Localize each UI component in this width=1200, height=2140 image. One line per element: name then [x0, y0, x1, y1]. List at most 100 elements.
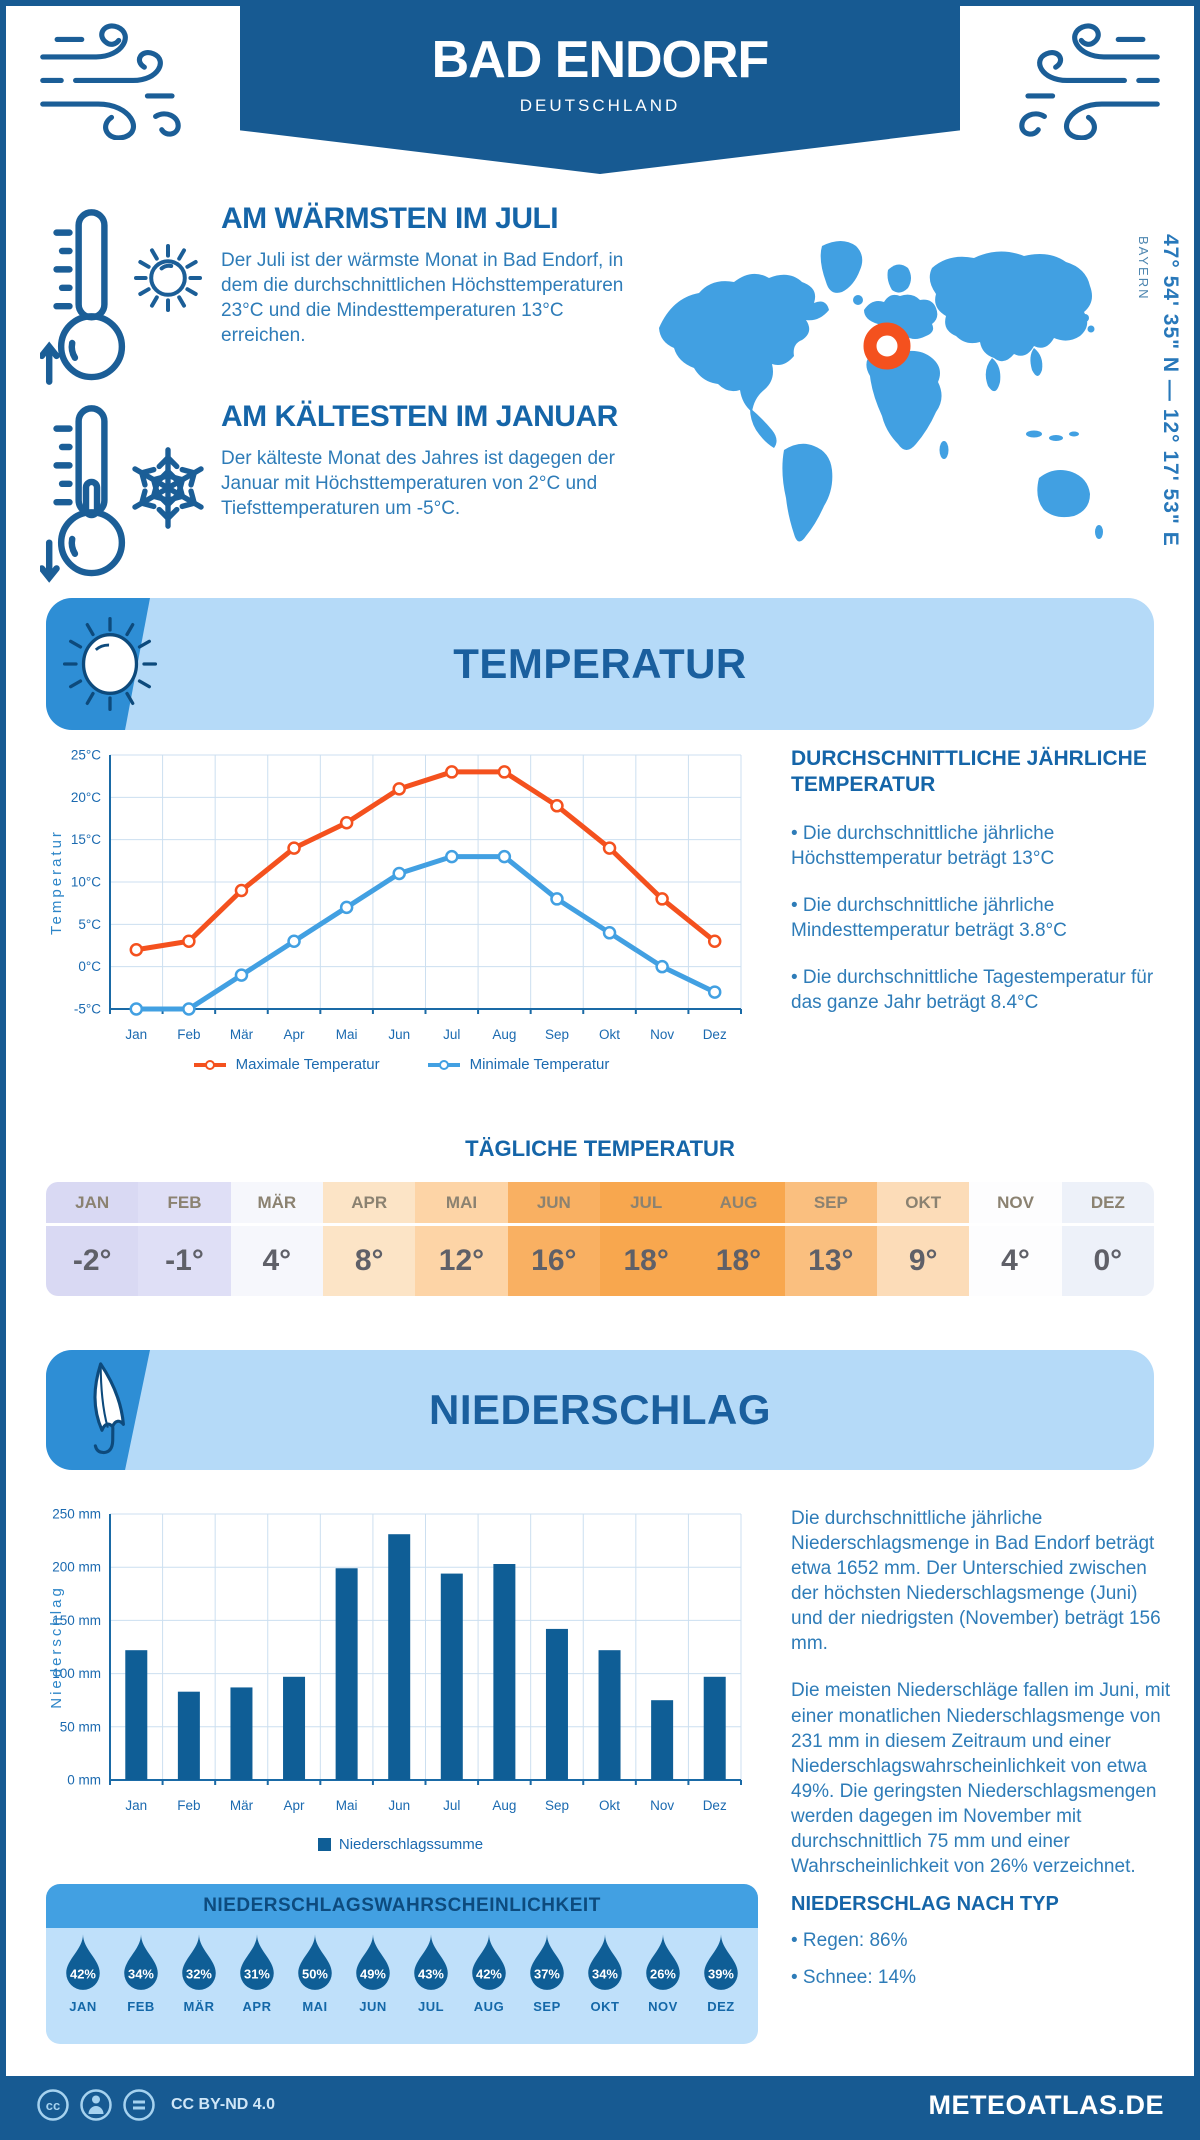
- daily-temp-value: 18°: [600, 1226, 693, 1296]
- svg-text:42%: 42%: [70, 1966, 96, 1981]
- svg-text:Nov: Nov: [650, 1027, 674, 1042]
- svg-text:Feb: Feb: [177, 1027, 200, 1042]
- daily-temp-value: 8°: [323, 1226, 416, 1296]
- water-drop-icon: 26%: [646, 1934, 680, 1990]
- svg-text:25°C: 25°C: [71, 748, 101, 763]
- water-drop-icon: 42%: [66, 1934, 100, 1990]
- precipitation-banner: NIEDERSCHLAG: [46, 1350, 1154, 1470]
- temperature-banner-title: TEMPERATUR: [453, 640, 747, 687]
- daily-temp-value: 13°: [784, 1226, 877, 1296]
- svg-text:100 mm: 100 mm: [52, 1666, 101, 1681]
- probability-item: 49% JUN: [347, 1932, 399, 2014]
- sun-icon: [134, 244, 202, 312]
- daily-month-label: OKT: [877, 1182, 970, 1226]
- temperature-bullet: • Die durchschnittliche jährliche Höchst…: [791, 822, 1055, 869]
- coordinates-label: 47° 54' 35" N — 12° 17' 53" E: [1159, 234, 1182, 547]
- water-drop-icon: 32%: [182, 1934, 216, 1990]
- coldest-text: Der kälteste Monat des Jahres ist dagege…: [221, 448, 615, 520]
- svg-text:5°C: 5°C: [78, 917, 101, 932]
- daily-month-label: DEZ: [1061, 1182, 1154, 1226]
- probability-item: 50% MAI: [289, 1932, 341, 2014]
- sun-icon: [62, 616, 158, 712]
- daily-temp-value: -1°: [138, 1226, 231, 1296]
- license-label: CC BY-ND 4.0: [171, 2096, 276, 2113]
- site-label: METEOATLAS.DE: [928, 2089, 1164, 2120]
- daily-month-label: SEP: [784, 1182, 877, 1226]
- temperature-bullet: • Die durchschnittliche Tagestemperatur …: [791, 966, 1154, 1013]
- probability-box: NIEDERSCHLAGSWAHRSCHEINLICHKEIT 42% JAN …: [46, 1884, 758, 2044]
- legend-square-icon: [317, 1838, 331, 1851]
- daily-temp-value: 4°: [969, 1226, 1062, 1296]
- probability-item: 39% DEZ: [695, 1932, 747, 2014]
- daily-temp-value: 0°: [1061, 1226, 1154, 1296]
- water-drop-icon: 34%: [588, 1934, 622, 1990]
- temperature-chart: -5°C 0°C 5°C 10°C 15°C 20°C 25°C Jan Feb Mär Apr Ma…: [48, 748, 742, 1042]
- water-drop-icon: 43%: [414, 1934, 448, 1990]
- probability-item: 42% JAN: [57, 1932, 109, 2014]
- svg-text:10°C: 10°C: [71, 875, 101, 890]
- svg-text:Jun: Jun: [388, 1027, 410, 1042]
- probability-month-label: DEZ: [707, 1999, 735, 2014]
- svg-text:250 mm: 250 mm: [52, 1507, 101, 1522]
- svg-text:15°C: 15°C: [71, 832, 101, 847]
- temperature-summary: DURCHSCHNITTLICHE JÄHRLICHE TEMPERATUR •…: [791, 746, 1171, 1015]
- umbrella-icon: [93, 1362, 125, 1455]
- svg-text:Nov: Nov: [650, 1798, 674, 1813]
- svg-text:Mai: Mai: [336, 1798, 358, 1813]
- svg-text:Okt: Okt: [599, 1798, 620, 1813]
- svg-text:Apr: Apr: [284, 1798, 306, 1813]
- svg-text:150 mm: 150 mm: [52, 1613, 101, 1628]
- svg-text:Jan: Jan: [125, 1798, 147, 1813]
- legend-line-icon: [193, 1059, 226, 1070]
- precipitation-type-bullet: • Schnee: 14%: [791, 1967, 916, 1989]
- svg-text:Okt: Okt: [599, 1027, 620, 1042]
- daily-month-label: AUG: [692, 1182, 785, 1226]
- daily-temperature-table: JAN FEB MÄR APR MAI JUN JUL AUG SEP OKT NOV DEZ -2° -…: [46, 1182, 1154, 1296]
- daily-temp-value: 9°: [877, 1226, 970, 1296]
- svg-text:26%: 26%: [650, 1966, 676, 1981]
- probability-item: 31% APR: [231, 1932, 283, 2014]
- probability-item: 34% FEB: [115, 1932, 167, 2014]
- probability-item: 32% MÄR: [173, 1932, 225, 2014]
- daily-month-label: JUN: [507, 1182, 600, 1226]
- precipitation-chart: 0 mm 50 mm 100 mm 150 mm 200 mm 250 mm Jan Feb M…: [48, 1507, 742, 1813]
- precipitation-chart-legend: Niederschlagssumme: [48, 1836, 753, 1853]
- person-icon: [80, 2089, 112, 2121]
- probability-month-label: AUG: [473, 1999, 505, 2014]
- probability-item: 37% SEP: [521, 1932, 573, 2014]
- daily-temperature-title: TÄGLICHE TEMPERATUR: [465, 1136, 735, 1161]
- daily-temp-value: 16°: [507, 1226, 600, 1296]
- svg-text:0°C: 0°C: [78, 959, 101, 974]
- svg-text:-5°C: -5°C: [74, 1002, 101, 1017]
- daily-month-label: MAI: [415, 1182, 508, 1226]
- svg-text:50 mm: 50 mm: [60, 1719, 101, 1734]
- precipitation-type-title: NIEDERSCHLAG NACH TYP: [791, 1893, 1059, 1916]
- probability-month-label: OKT: [590, 1999, 620, 2014]
- svg-text:43%: 43%: [418, 1966, 444, 1981]
- header-banner: BAD ENDORF DEUTSCHLAND: [240, 6, 960, 174]
- legend-line-icon: [427, 1059, 460, 1070]
- svg-text:Sep: Sep: [545, 1798, 569, 1813]
- svg-text:Sep: Sep: [545, 1027, 569, 1042]
- svg-text:49%: 49%: [360, 1966, 386, 1981]
- precipitation-type-bullet: • Regen: 86%: [791, 1930, 908, 1952]
- daily-month-label: FEB: [138, 1182, 231, 1226]
- thermometer-down-icon: [40, 405, 126, 583]
- water-drop-icon: 37%: [530, 1934, 564, 1990]
- daily-month-label: APR: [323, 1182, 416, 1226]
- svg-text:37%: 37%: [534, 1966, 560, 1981]
- svg-text:34%: 34%: [592, 1966, 618, 1981]
- svg-text:34%: 34%: [128, 1966, 154, 1981]
- probability-month-label: SEP: [533, 1999, 561, 2014]
- wind-icon: [1019, 23, 1160, 140]
- svg-text:Jul: Jul: [443, 1027, 460, 1042]
- page-subtitle: DEUTSCHLAND: [519, 96, 681, 115]
- world-map: [659, 241, 1103, 542]
- probability-item: 34% OKT: [579, 1932, 631, 2014]
- probability-drops: 42% JAN 34% FEB 32% MÄR 31% APR 50% MAI …: [46, 1928, 758, 2044]
- svg-text:0 mm: 0 mm: [67, 1773, 101, 1788]
- daily-month-label: JUL: [600, 1182, 693, 1226]
- daily-temp-value: -2°: [46, 1226, 139, 1296]
- svg-text:cc: cc: [46, 2098, 60, 2113]
- water-drop-icon: 49%: [356, 1934, 390, 1990]
